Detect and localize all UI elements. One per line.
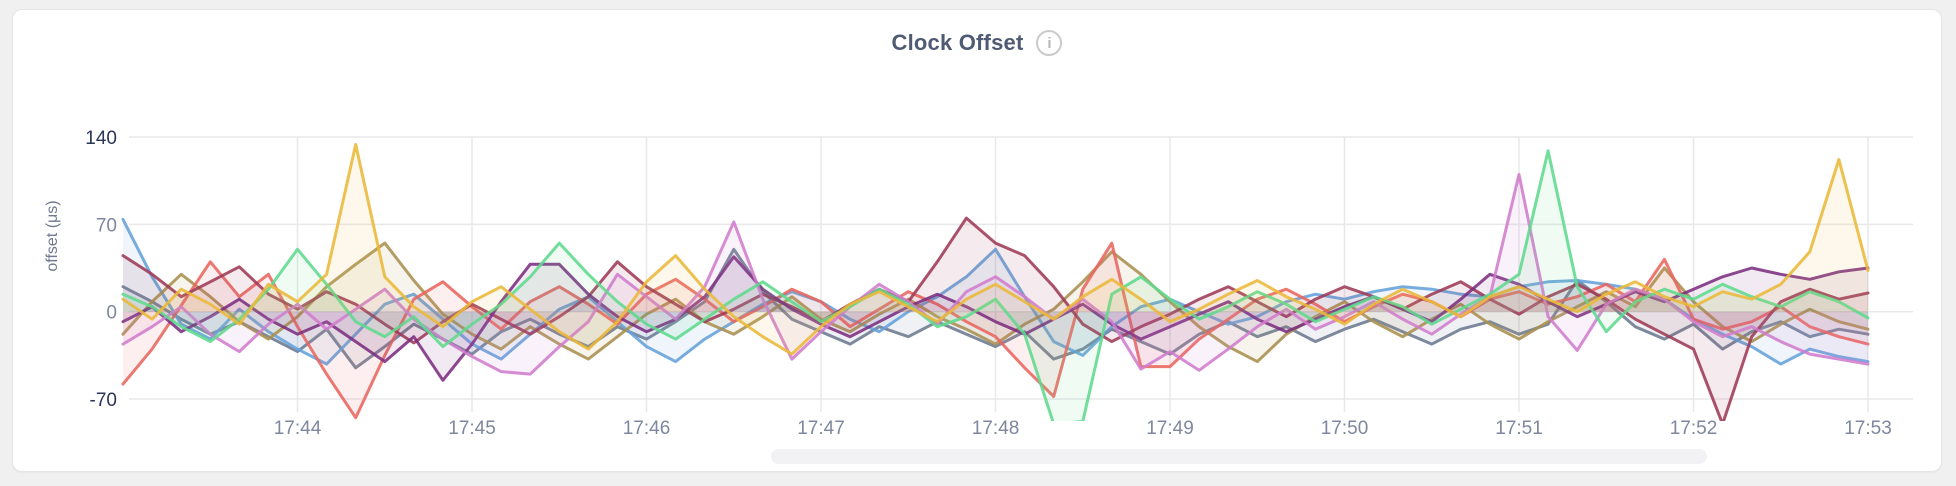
x-tick-label: 17:45 <box>448 418 496 439</box>
x-tick-label: 17:50 <box>1321 418 1369 439</box>
series-fill-purple <box>123 256 1868 381</box>
y-tick-label: 140 <box>85 128 117 149</box>
series-line-green <box>121 149 1870 421</box>
clock-offset-card: Clock Offset i offset (μs) 140 70 0 -70 17:4… <box>12 9 1942 472</box>
series-line-khaki <box>121 241 1870 364</box>
x-tick-label: 17:44 <box>274 418 322 439</box>
y-tick-label: 0 <box>106 303 117 324</box>
x-tick-label: 17:46 <box>623 418 671 439</box>
series-line-purple <box>121 255 1870 382</box>
y-tick-label: 70 <box>96 215 117 236</box>
x-tick-label: 17:48 <box>972 418 1020 439</box>
info-icon[interactable]: i <box>1036 30 1063 56</box>
clock-offset-plot[interactable]: 140 70 0 -70 17:44 17:45 17:46 17:47 17:48 17:49 1… <box>13 10 1943 473</box>
series-line-gold <box>121 143 1870 356</box>
x-tick-label: 17:49 <box>1146 418 1194 439</box>
series-fill-maroon <box>123 218 1868 421</box>
bottom-scroll-track[interactable] <box>771 449 1707 464</box>
series-fill-blue <box>123 219 1868 365</box>
x-tick-label: 17:53 <box>1844 418 1892 439</box>
x-tick-label: 17:52 <box>1670 418 1718 439</box>
chart-title: Clock Offset <box>891 30 1024 55</box>
series-line-salmon <box>121 241 1870 420</box>
series-line-orchid <box>121 173 1870 376</box>
y-tick-label: -70 <box>90 390 117 411</box>
info-icon-glyph: i <box>1047 34 1052 52</box>
chart-header: Clock Offset i <box>13 30 1941 56</box>
x-tick-label: 17:47 <box>797 418 845 439</box>
series-fill-slate <box>123 249 1868 368</box>
x-tick-label: 17:51 <box>1495 418 1543 439</box>
